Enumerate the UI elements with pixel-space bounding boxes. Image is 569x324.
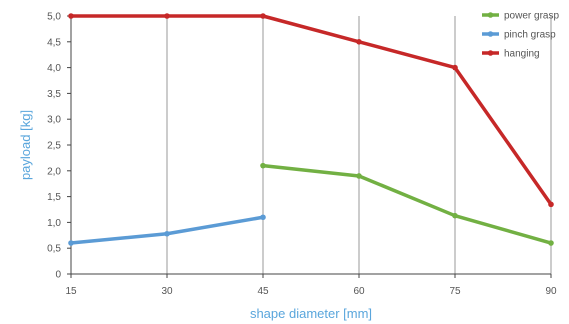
legend-label: power grasp [504,11,559,22]
y-tick-label: 4,5 [47,37,61,48]
y-tick-label: 4,0 [47,63,61,74]
y-tick-label: 5,0 [47,12,61,23]
data-point-hanging [68,13,74,19]
data-point-pinch-grasp [260,214,266,221]
data-point-power-grasp [548,240,554,246]
y-axis-label: payload [kg] [18,110,33,180]
data-point-power-grasp [260,162,266,169]
x-tick-label: 90 [545,286,557,297]
y-tick-label: 2,5 [47,141,61,152]
legend-label: hanging [504,49,540,60]
data-point-power-grasp [452,212,458,219]
data-point-hanging [356,39,362,45]
series-line-power-grasp [261,163,553,245]
data-point-hanging [452,64,458,71]
legend-marker [487,31,494,37]
data-point-hanging [260,13,266,19]
x-axis-label: shape diameter [mm] [250,306,372,321]
y-tick-label: 2,0 [47,166,61,177]
tick-labels: 15 30 45 60 75 90 0 0,5 1,0 1,5 2,0 2,5 3,0 3,5 4,0 4,5… [47,12,557,298]
series-group [68,13,554,246]
data-point-pinch-grasp [68,240,74,246]
data-point-hanging [548,201,554,208]
y-tick-label: 0 [55,270,61,281]
data-point-power-grasp [356,173,362,179]
x-tick-label: 15 [65,286,77,297]
data-point-hanging [164,13,170,19]
axes [67,15,552,278]
x-tick-label: 45 [257,286,269,297]
legend-label: pinch grasp [504,30,556,41]
x-tick-label: 30 [161,286,173,297]
legend-marker [487,12,494,18]
y-tick-label: 0,5 [47,244,61,255]
series-line-hanging [69,14,553,207]
data-point-pinch-grasp [164,230,170,237]
legend-marker [487,50,494,56]
x-tick-label: 75 [449,286,461,297]
x-tick-label: 60 [353,286,365,297]
y-tick-label: 3,5 [47,89,61,100]
legend: power grasp pinch grasp hanging [482,11,559,60]
y-tick-label: 1,0 [47,218,61,229]
y-tick-label: 1,5 [47,192,61,203]
y-tick-label: 3,0 [47,115,61,126]
